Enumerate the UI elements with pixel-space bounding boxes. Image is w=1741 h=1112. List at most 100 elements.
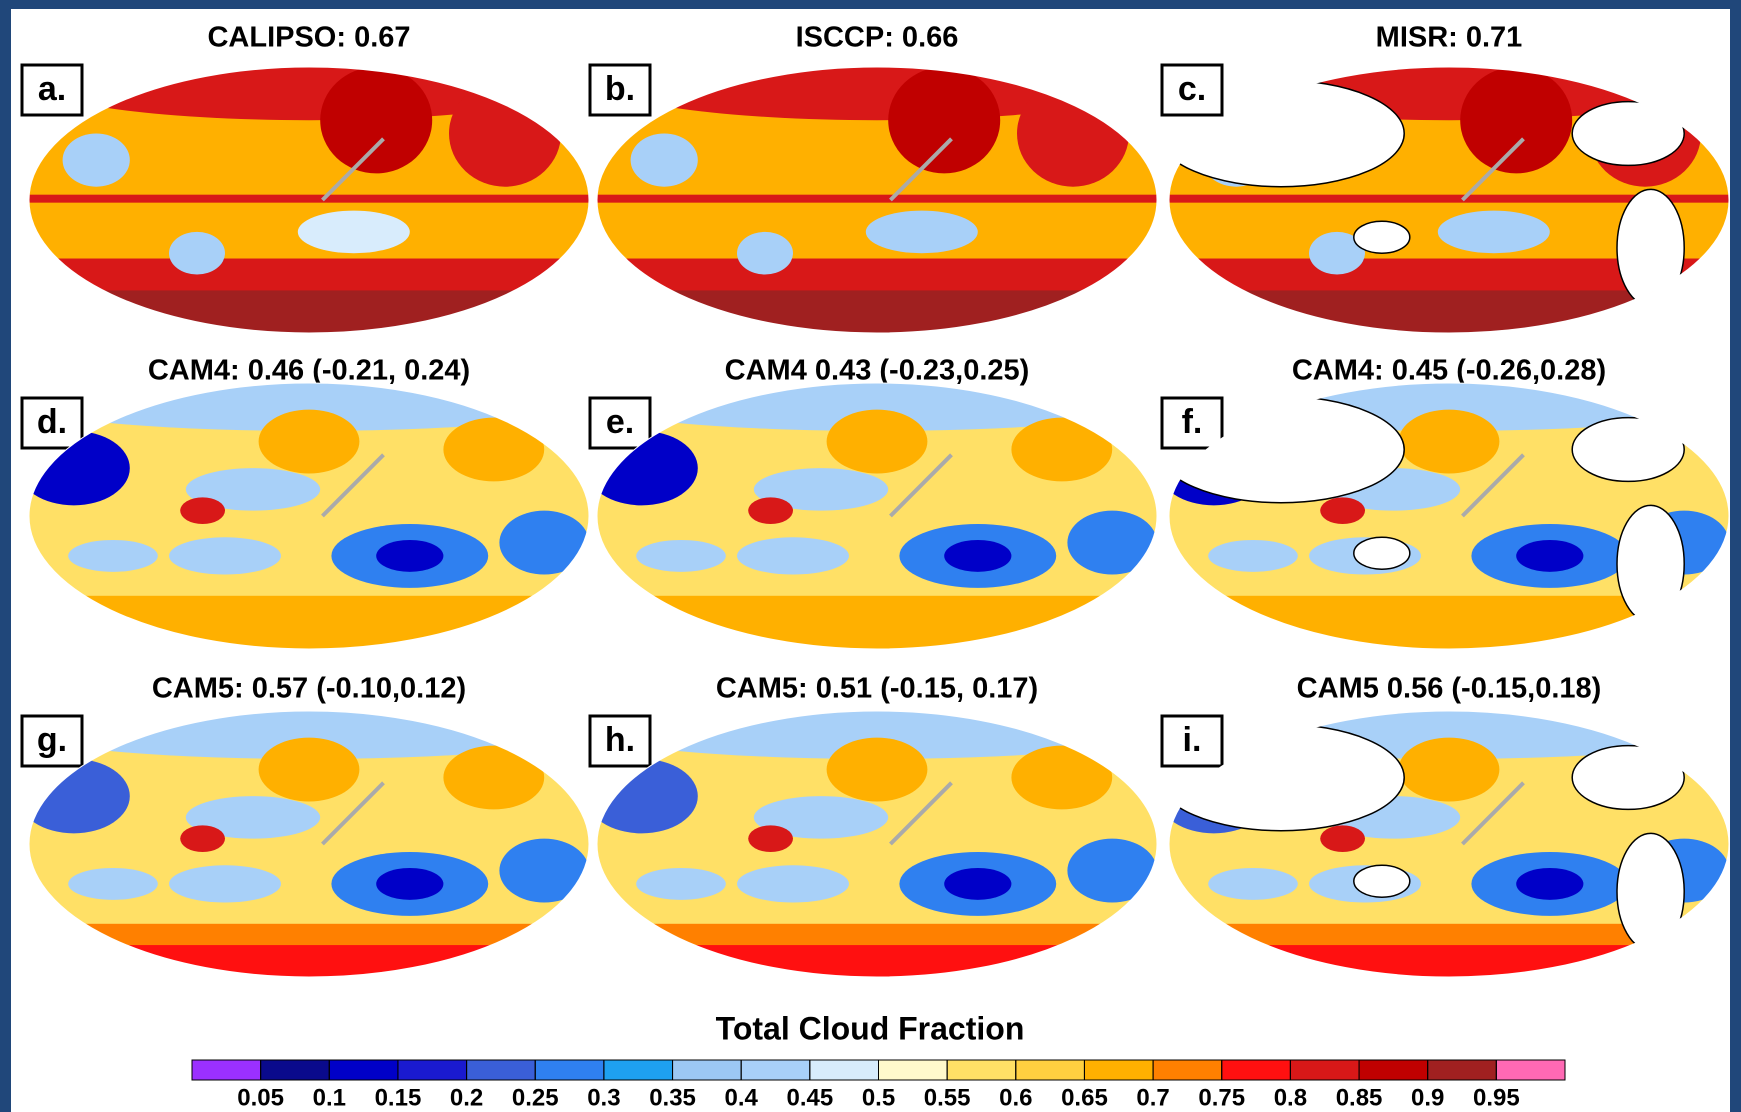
colorbar-tick-label: 0.1 bbox=[313, 1084, 346, 1111]
panel-title: CAM5: 0.57 (-0.10,0.12) bbox=[152, 673, 466, 705]
map-region bbox=[827, 738, 928, 802]
panel-letter: f. bbox=[1182, 403, 1203, 441]
map-region bbox=[29, 195, 589, 203]
panel-title: CAM5 0.56 (-0.15,0.18) bbox=[1297, 673, 1602, 705]
figure: Total Cloud Fraction CALIPSO: 0.67 a. ISCC… bbox=[0, 0, 1741, 1112]
map-region bbox=[63, 134, 130, 187]
map-region bbox=[1320, 825, 1365, 852]
panel-letter: d. bbox=[37, 403, 67, 441]
map-region bbox=[1460, 67, 1572, 173]
map-region bbox=[1399, 738, 1500, 802]
colorbar-segment bbox=[1016, 1060, 1085, 1080]
land bbox=[1354, 865, 1410, 897]
colorbar-segment bbox=[947, 1060, 1016, 1080]
panel-letter: b. bbox=[605, 70, 635, 108]
page: {"panels": [ {"letter": "a.", "title": "… bbox=[0, 0, 1741, 1112]
map-region bbox=[636, 868, 726, 900]
map-region bbox=[298, 211, 410, 254]
map-region bbox=[376, 540, 443, 572]
land bbox=[1354, 537, 1410, 569]
colorbar-tick-label: 0.9 bbox=[1411, 1084, 1444, 1111]
colorbar-segment bbox=[1359, 1060, 1428, 1080]
map-region bbox=[68, 540, 158, 572]
map-region bbox=[169, 232, 225, 275]
map-region bbox=[597, 195, 1157, 203]
map-region bbox=[180, 825, 225, 852]
panel-title: CAM4: 0.46 (-0.21, 0.24) bbox=[148, 355, 470, 387]
colorbar-tick-label: 0.15 bbox=[375, 1084, 422, 1111]
colorbar-segment bbox=[673, 1060, 742, 1080]
colorbar-segment bbox=[1222, 1060, 1291, 1080]
panel-letter: i. bbox=[1183, 721, 1202, 759]
panel-title: CAM5: 0.51 (-0.15, 0.17) bbox=[716, 673, 1038, 705]
panel-title: CALIPSO: 0.67 bbox=[207, 22, 410, 54]
map-region bbox=[827, 410, 928, 474]
map-region bbox=[888, 67, 1000, 173]
map-region bbox=[737, 865, 849, 902]
map-region bbox=[1320, 497, 1365, 524]
colorbar-segment bbox=[1084, 1060, 1153, 1080]
map-region bbox=[737, 232, 793, 275]
colorbar-segment bbox=[741, 1060, 810, 1080]
colorbar-segment bbox=[329, 1060, 398, 1080]
colorbar-segment bbox=[879, 1060, 948, 1080]
panel-letter: e. bbox=[606, 403, 634, 441]
colorbar-segment bbox=[535, 1060, 604, 1080]
panel-letter: g. bbox=[37, 721, 67, 759]
map-region bbox=[748, 825, 793, 852]
colorbar-tick-label: 0.75 bbox=[1198, 1084, 1245, 1111]
map-region bbox=[169, 537, 281, 574]
colorbar-title: Total Cloud Fraction bbox=[716, 1010, 1025, 1046]
colorbar-segment bbox=[398, 1060, 467, 1080]
colorbar-tick-label: 0.25 bbox=[512, 1084, 559, 1111]
map-region bbox=[68, 868, 158, 900]
land bbox=[1354, 221, 1410, 253]
colorbar-tick-label: 0.45 bbox=[786, 1084, 833, 1111]
colorbar-tick-label: 0.3 bbox=[587, 1084, 620, 1111]
colorbar-tick-label: 0.8 bbox=[1274, 1084, 1307, 1111]
colorbar-tick-label: 0.55 bbox=[924, 1084, 971, 1111]
colorbar-tick-label: 0.85 bbox=[1336, 1084, 1383, 1111]
map-region bbox=[1399, 410, 1500, 474]
panel-title: MISR: 0.71 bbox=[1376, 22, 1523, 54]
map-region bbox=[737, 537, 849, 574]
map-region bbox=[631, 134, 698, 187]
map-region bbox=[636, 540, 726, 572]
colorbar-segment bbox=[192, 1060, 261, 1080]
panel-title: ISCCP: 0.66 bbox=[796, 22, 959, 54]
map-region bbox=[376, 868, 443, 900]
colorbar-segment bbox=[261, 1060, 330, 1080]
map-region bbox=[944, 540, 1011, 572]
colorbar-segment bbox=[467, 1060, 536, 1080]
map-region bbox=[259, 738, 360, 802]
colorbar-tick-label: 0.35 bbox=[649, 1084, 696, 1111]
panel-letter: h. bbox=[605, 721, 635, 759]
colorbar-segment bbox=[1153, 1060, 1222, 1080]
panel-letter: c. bbox=[1178, 70, 1206, 108]
colorbar-tick-label: 0.7 bbox=[1136, 1084, 1169, 1111]
map-region bbox=[1208, 868, 1298, 900]
colorbar-tick-label: 0.4 bbox=[725, 1084, 759, 1111]
map-region bbox=[180, 497, 225, 524]
map-region bbox=[169, 865, 281, 902]
colorbar-tick-label: 0.5 bbox=[862, 1084, 895, 1111]
colorbar-tick-label: 0.65 bbox=[1061, 1084, 1108, 1111]
map-region bbox=[1516, 868, 1583, 900]
colorbar-segment bbox=[1496, 1060, 1565, 1080]
colorbar-segment bbox=[1428, 1060, 1497, 1080]
map-region bbox=[1516, 540, 1583, 572]
colorbar-tick-label: 0.2 bbox=[450, 1084, 483, 1111]
map-region bbox=[259, 410, 360, 474]
colorbar-segment bbox=[1290, 1060, 1359, 1080]
map-region bbox=[1438, 211, 1550, 254]
colorbar-tick-label: 0.6 bbox=[999, 1084, 1032, 1111]
map-region bbox=[320, 67, 432, 173]
map-region bbox=[944, 868, 1011, 900]
colorbar-segment bbox=[604, 1060, 673, 1080]
map-region bbox=[748, 497, 793, 524]
map-region bbox=[866, 211, 978, 254]
panel-title: CAM4 0.43 (-0.23,0.25) bbox=[725, 355, 1030, 387]
map-region bbox=[1208, 540, 1298, 572]
panel-letter: a. bbox=[38, 70, 66, 108]
colorbar-tick-label: 0.05 bbox=[237, 1084, 284, 1111]
